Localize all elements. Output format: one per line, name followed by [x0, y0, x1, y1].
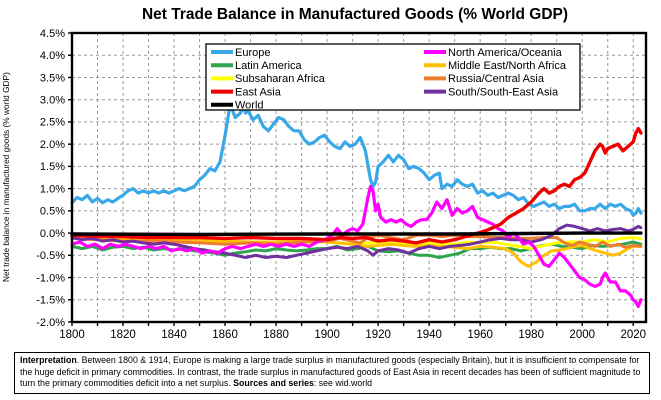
- interpretation-box: Interpretation. Between 1800 & 1914, Eur…: [14, 352, 650, 394]
- y-tick-label: 1.0%: [40, 183, 65, 195]
- x-tick-label: 1800: [59, 329, 85, 341]
- y-tick-label: 2.5%: [40, 117, 65, 129]
- series-line-east-asia: [70, 126, 643, 245]
- x-tick-label: 1880: [263, 329, 289, 341]
- legend-label: Europe: [235, 47, 270, 59]
- legend-label: South/South-East Asia: [448, 86, 559, 98]
- series-line-north-america-oceania: [70, 184, 643, 308]
- y-tick-label: -0.5%: [36, 250, 65, 262]
- series-line-russia-central-asia: [70, 233, 643, 249]
- sources-suffix: : see wid.world: [313, 378, 373, 389]
- x-tick-label: 1860: [212, 329, 238, 341]
- y-tick-label: -1.0%: [36, 272, 65, 284]
- y-tick-label: 3.5%: [40, 72, 65, 84]
- interpretation-body: . Between 1800 & 1914, Europe is making …: [20, 355, 641, 389]
- x-tick-label: 1980: [518, 329, 544, 341]
- series-line-world: [70, 231, 643, 237]
- series-line-europe: [70, 102, 643, 217]
- y-tick-label: 0.0%: [40, 228, 65, 240]
- interpretation-heading: Interpretation: [20, 355, 77, 365]
- legend-label: Russia/Central Asia: [448, 73, 545, 85]
- x-tick-label: 1940: [416, 329, 442, 341]
- chart-canvas: -2.0% -1.5% -1.0% -0.5% 0.0% 0.5% 1.0% 1.5% 2.0%…: [36, 28, 648, 341]
- legend-label: Subsaharan Africa: [235, 73, 326, 85]
- x-tick-label: 1960: [467, 329, 493, 341]
- chart-title: Net Trade Balance in Manufactured Goods …: [141, 6, 569, 23]
- y-tick-label: 0.5%: [40, 206, 65, 218]
- plot-border: [70, 31, 648, 324]
- y-tick-label: 2.0%: [40, 139, 65, 151]
- sources-label: Sources and series: [233, 378, 314, 389]
- y-tick-label: 4.0%: [40, 50, 65, 62]
- x-tick-label: 1820: [110, 329, 136, 341]
- y-tick-label: 1.5%: [40, 161, 65, 173]
- legend-label: Middle East/North Africa: [448, 60, 567, 72]
- x-tick-label: 1840: [161, 329, 187, 341]
- y-tick-label: 4.5%: [40, 28, 65, 40]
- legend-label: World: [235, 100, 264, 112]
- y-tick-label: -1.5%: [36, 295, 65, 307]
- x-tick-label: 2020: [620, 329, 646, 341]
- legend-box: [205, 43, 581, 111]
- legend-label: North America/Oceania: [448, 47, 563, 59]
- legend-label: East Asia: [235, 86, 282, 98]
- x-tick-label: 1900: [314, 329, 340, 341]
- x-tick-label: 1920: [365, 329, 391, 341]
- y-tick-label: 3.0%: [40, 94, 65, 106]
- series-line-south-south-east-asia: [70, 223, 643, 259]
- y-tick-label: -2.0%: [36, 317, 65, 329]
- x-tick-label: 2000: [569, 329, 595, 341]
- legend-label: Latin America: [235, 60, 303, 72]
